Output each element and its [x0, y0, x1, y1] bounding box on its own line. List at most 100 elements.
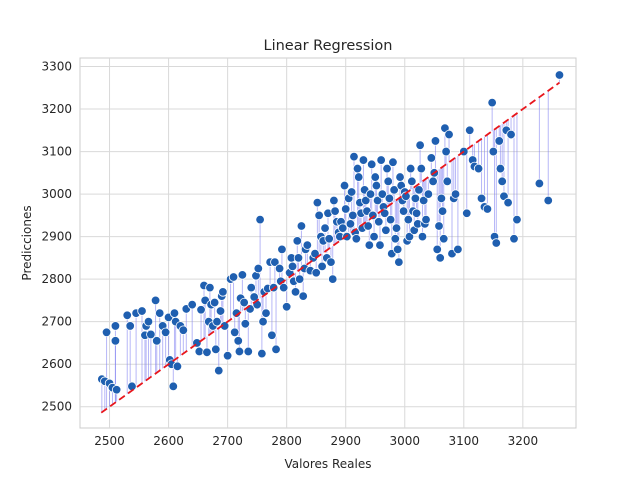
data-point — [554, 70, 565, 80]
data-point — [277, 244, 287, 255]
data-point — [398, 206, 409, 216]
data-point — [377, 189, 388, 199]
reference-line-group — [100, 81, 560, 414]
data-point — [442, 176, 452, 187]
data-point — [389, 185, 399, 195]
data-point — [414, 185, 424, 195]
x-tick-label: 2600 — [153, 434, 184, 448]
data-point — [491, 238, 501, 248]
chart-title: Linear Regression — [264, 38, 393, 54]
data-point — [462, 208, 472, 218]
data-point — [279, 282, 289, 293]
data-point — [439, 234, 449, 244]
data-point — [391, 223, 402, 233]
data-points — [97, 70, 565, 395]
data-point — [404, 231, 415, 242]
data-point — [274, 263, 285, 274]
data-point — [349, 151, 359, 162]
x-tick-label: 3100 — [449, 434, 480, 448]
data-point — [418, 195, 429, 206]
data-point — [111, 385, 122, 395]
data-point — [465, 125, 475, 135]
data-point — [281, 302, 292, 312]
reference-line — [100, 81, 560, 414]
data-point — [370, 172, 380, 182]
data-point — [366, 159, 377, 170]
data-point — [506, 129, 516, 140]
data-point — [215, 306, 226, 316]
data-point — [375, 240, 385, 250]
data-point — [495, 163, 506, 174]
data-point — [168, 381, 178, 392]
data-point — [381, 225, 391, 235]
data-point — [152, 336, 162, 346]
data-point — [352, 163, 363, 174]
data-point — [482, 204, 493, 214]
data-point — [503, 197, 513, 208]
data-point — [341, 204, 351, 214]
data-point — [430, 136, 441, 146]
data-point — [234, 346, 245, 357]
data-point — [150, 295, 161, 306]
data-point — [358, 155, 369, 165]
data-point — [432, 244, 442, 255]
data-point — [407, 176, 417, 187]
data-point — [411, 208, 422, 218]
data-point — [228, 272, 239, 282]
data-point — [351, 234, 362, 244]
data-point — [271, 344, 281, 355]
data-point — [296, 221, 307, 231]
data-point — [385, 214, 396, 225]
data-point — [494, 136, 504, 146]
data-point — [365, 189, 376, 199]
data-point — [110, 321, 121, 331]
data-point — [437, 206, 448, 216]
data-point — [354, 172, 364, 182]
data-point — [155, 308, 165, 318]
data-point — [160, 327, 171, 338]
data-point — [146, 329, 156, 340]
data-point — [270, 257, 280, 267]
data-point — [543, 195, 553, 206]
data-point — [246, 282, 256, 293]
data-point — [169, 308, 180, 318]
data-point — [317, 261, 327, 272]
data-point — [294, 274, 305, 284]
y-tick-label: 3000 — [41, 187, 72, 201]
data-point — [415, 140, 425, 150]
data-point — [196, 305, 206, 315]
data-point — [363, 221, 373, 231]
data-point — [239, 297, 249, 308]
data-point — [205, 282, 215, 293]
data-point — [410, 193, 421, 204]
data-point — [392, 244, 403, 255]
y-tick-label: 3300 — [41, 60, 72, 74]
data-point — [509, 234, 519, 244]
data-point — [255, 214, 265, 225]
data-point — [211, 344, 221, 355]
data-point — [233, 336, 243, 346]
y-tick-label: 3200 — [41, 102, 72, 116]
data-point — [328, 274, 338, 284]
data-point — [371, 180, 382, 191]
data-point — [253, 263, 264, 274]
data-point — [324, 234, 334, 244]
data-point — [237, 270, 248, 280]
x-tick-label: 3200 — [508, 434, 539, 448]
data-point — [436, 193, 447, 204]
data-point — [426, 153, 437, 163]
data-point — [339, 180, 350, 191]
data-point — [222, 351, 233, 361]
y-tick-label: 2800 — [41, 272, 72, 286]
data-point — [267, 330, 277, 340]
x-tick-label: 2500 — [94, 434, 125, 448]
data-point — [338, 223, 348, 233]
data-point — [394, 257, 404, 267]
data-point — [209, 297, 220, 308]
data-point — [435, 253, 445, 263]
data-point — [302, 240, 313, 250]
data-point — [372, 195, 383, 206]
data-point — [243, 346, 253, 357]
data-point — [534, 178, 545, 189]
